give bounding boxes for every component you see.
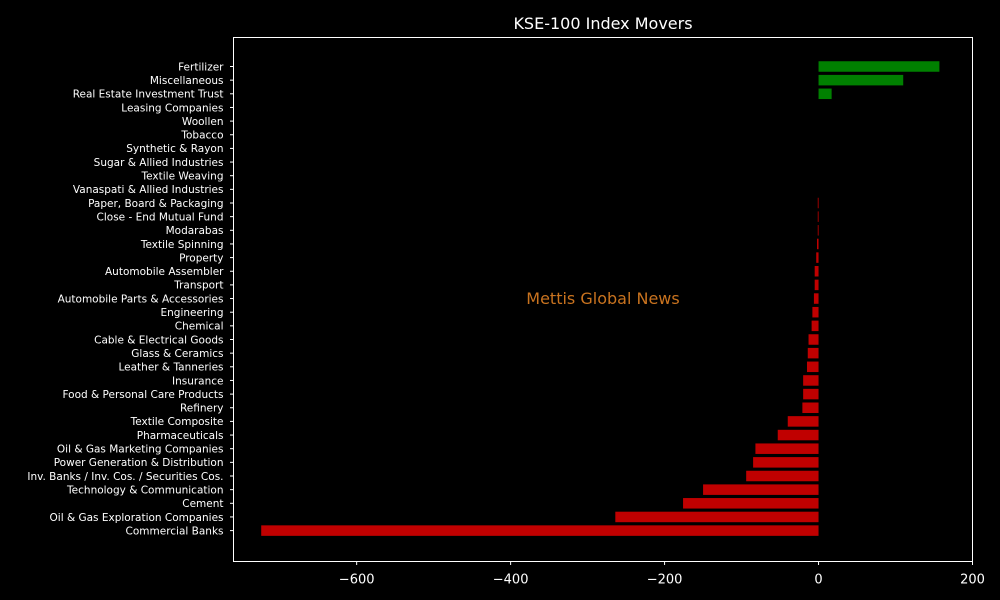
category-label: Technology & Communication <box>66 484 223 496</box>
x-tick-label: 200 <box>960 573 985 588</box>
category-label: Power Generation & Distribution <box>54 457 224 469</box>
bar <box>811 320 819 332</box>
bar <box>808 334 819 345</box>
category-label: Oil & Gas Exploration Companies <box>50 512 224 524</box>
category-label: Refinery <box>180 403 224 415</box>
category-label: Textile Composite <box>130 416 224 428</box>
bar <box>817 238 819 250</box>
category-label: Miscellaneous <box>150 75 224 87</box>
bar <box>807 347 819 359</box>
category-label: Paper, Board & Packaging <box>88 198 223 210</box>
chart-title: KSE-100 Index Movers <box>513 14 692 33</box>
category-label: Automobile Parts & Accessories <box>58 293 224 305</box>
category-label: Synthetic & Rayon <box>126 143 223 155</box>
x-axis-ticks: −600 −400 −200 0 200 <box>339 561 985 588</box>
category-label: Commercial Banks <box>126 525 224 537</box>
bar <box>816 252 819 263</box>
bar <box>814 266 819 277</box>
bar <box>813 293 819 304</box>
bar <box>818 61 940 72</box>
bars-group <box>261 61 940 536</box>
watermark-text: Mettis Global News <box>526 289 679 308</box>
bar <box>683 498 819 509</box>
category-label: Textile Weaving <box>141 171 224 183</box>
category-label: Vanaspati & Allied Industries <box>73 184 224 196</box>
category-label: Food & Personal Care Products <box>62 389 223 401</box>
bar <box>806 361 819 373</box>
bar <box>817 197 819 209</box>
category-label: Cement <box>182 498 223 510</box>
bar <box>814 279 819 291</box>
category-label: Close - End Mutual Fund <box>97 211 224 223</box>
bar <box>817 211 819 222</box>
bar <box>755 443 819 454</box>
category-label: Fertilizer <box>178 61 224 73</box>
category-label: Engineering <box>161 307 224 319</box>
category-label: Cable & Electrical Goods <box>94 334 223 346</box>
plot-frame <box>233 37 973 562</box>
category-label: Leather & Tanneries <box>118 362 223 374</box>
category-label: Woollen <box>182 116 224 128</box>
category-label: Pharmaceuticals <box>137 430 224 442</box>
category-label: Insurance <box>172 375 224 387</box>
category-label: Chemical <box>175 321 224 333</box>
category-label: Property <box>179 252 223 264</box>
category-label: Oil & Gas Marketing Companies <box>57 444 224 456</box>
category-label: Glass & Ceramics <box>131 348 223 360</box>
x-tick-label: −400 <box>493 573 529 588</box>
category-label: Automobile Assembler <box>105 266 224 278</box>
category-label: Modarabas <box>166 225 224 237</box>
bar <box>812 306 819 318</box>
bar <box>615 511 819 523</box>
bar <box>777 429 819 441</box>
category-label: Leasing Companies <box>121 102 223 114</box>
bar <box>818 88 832 100</box>
bar <box>261 525 819 536</box>
bar <box>787 416 819 427</box>
category-label: Real Estate Investment Trust <box>73 89 224 101</box>
bar <box>818 74 904 86</box>
bar <box>753 457 819 468</box>
x-tick-label: 0 <box>814 573 822 588</box>
category-label: Inv. Banks / Inv. Cos. / Securities Cos. <box>27 471 223 483</box>
category-label: Tobacco <box>180 130 223 142</box>
category-label: Textile Spinning <box>140 239 224 251</box>
x-tick-label: −600 <box>339 573 375 588</box>
bar <box>802 402 819 413</box>
bar <box>817 225 819 236</box>
bar <box>803 388 819 400</box>
category-labels: Fertilizer Miscellaneous Real Estate Inves… <box>27 61 234 537</box>
category-label: Sugar & Allied Industries <box>94 157 224 169</box>
bar <box>746 470 819 482</box>
bar <box>803 375 819 386</box>
x-tick-label: −200 <box>647 573 683 588</box>
category-label: Transport <box>173 280 223 292</box>
bar <box>703 484 819 495</box>
